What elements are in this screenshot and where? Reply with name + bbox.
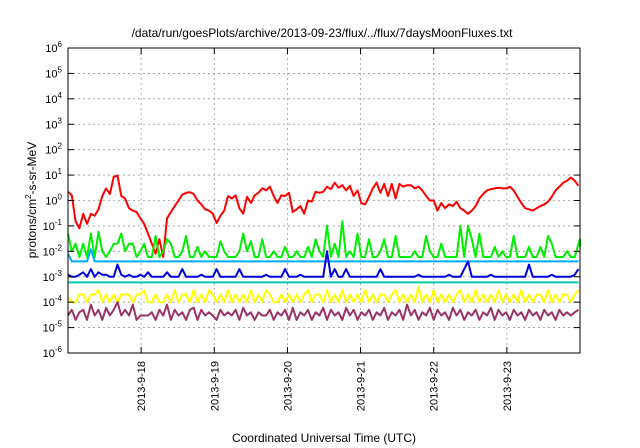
y-tick-label: 104 — [45, 91, 62, 106]
y-tick-exponent: -1 — [55, 218, 63, 227]
y-tick-base: 10 — [43, 221, 55, 233]
y-tick-base: 10 — [45, 43, 57, 55]
y-axis-label-unit: -s-sr-MeV — [25, 142, 39, 195]
y-tick-base: 10 — [45, 170, 57, 182]
y-tick-exponent: -6 — [55, 345, 63, 354]
y-tick-exponent: -5 — [55, 320, 63, 329]
y-tick-label: 10-1 — [43, 218, 63, 233]
y-tick-base: 10 — [45, 196, 57, 208]
x-tick-label: 2013-9-18 — [136, 361, 148, 411]
y-tick-base: 10 — [45, 145, 57, 157]
y-tick-base: 10 — [43, 246, 55, 258]
y-tick-exponent: 4 — [58, 91, 63, 100]
y-tick-label: 10-3 — [43, 269, 63, 284]
series-line-6 — [67, 301, 580, 321]
y-tick-exponent: 1 — [58, 167, 63, 176]
y-tick-base: 10 — [45, 94, 57, 106]
series-line-1 — [67, 220, 581, 258]
y-tick-base: 10 — [43, 348, 55, 360]
x-axis-label: Coordinated Universal Time (UTC) — [232, 431, 416, 445]
y-tick-label: 10-2 — [43, 243, 63, 258]
y-tick-label: 103 — [45, 116, 62, 131]
y-tick-label: 10-4 — [43, 294, 63, 309]
y-tick-base: 10 — [43, 297, 55, 309]
y-tick-exponent: 3 — [58, 116, 63, 125]
plot-frame — [67, 47, 581, 354]
y-axis-label-sup: 2 — [24, 194, 33, 199]
y-tick-label: 106 — [45, 40, 62, 55]
x-tick-label: 2013-9-20 — [282, 361, 294, 411]
x-axis-ticks: 2013-9-18 2013-9-19 2013-9-20 2013-9-21 2013… — [136, 48, 514, 411]
y-tick-label: 101 — [45, 167, 62, 182]
series-line-2 — [67, 248, 579, 263]
x-tick-label: 2013-9-21 — [356, 361, 368, 411]
chart-title: /data/run/goesPlots/archive/2013-09-23/f… — [132, 26, 514, 40]
y-tick-exponent: 0 — [58, 193, 63, 202]
y-tick-label: 10-6 — [43, 345, 63, 360]
y-tick-exponent: -4 — [55, 294, 63, 303]
x-tick-label: 2013-9-23 — [502, 361, 514, 411]
y-tick-exponent: 6 — [58, 40, 63, 49]
y-tick-exponent: 2 — [58, 142, 63, 151]
y-tick-base: 10 — [45, 119, 57, 131]
y-tick-base: 10 — [45, 68, 57, 80]
y-tick-base: 10 — [43, 272, 55, 284]
x-tick-label: 2013-9-22 — [429, 361, 441, 411]
y-tick-label: 105 — [45, 65, 62, 80]
y-tick-label: 100 — [45, 193, 62, 208]
y-tick-exponent: 5 — [58, 65, 63, 74]
y-axis-ticks: 10-610-510-410-310-210-11001011021031041… — [43, 40, 580, 360]
y-tick-label: 10-5 — [43, 320, 63, 335]
y-tick-label: 102 — [45, 142, 62, 157]
y-tick-exponent: -3 — [55, 269, 63, 278]
series-lines — [67, 174, 581, 321]
x-tick-label: 2013-9-19 — [209, 361, 221, 411]
y-tick-base: 10 — [43, 323, 55, 335]
y-tick-exponent: -2 — [55, 243, 63, 252]
y-axis-label: protons/cm2-s-sr-MeV — [24, 142, 39, 258]
series-line-5 — [67, 285, 580, 304]
y-axis-label-main: protons/cm — [25, 199, 39, 258]
series-line-3 — [67, 250, 580, 278]
